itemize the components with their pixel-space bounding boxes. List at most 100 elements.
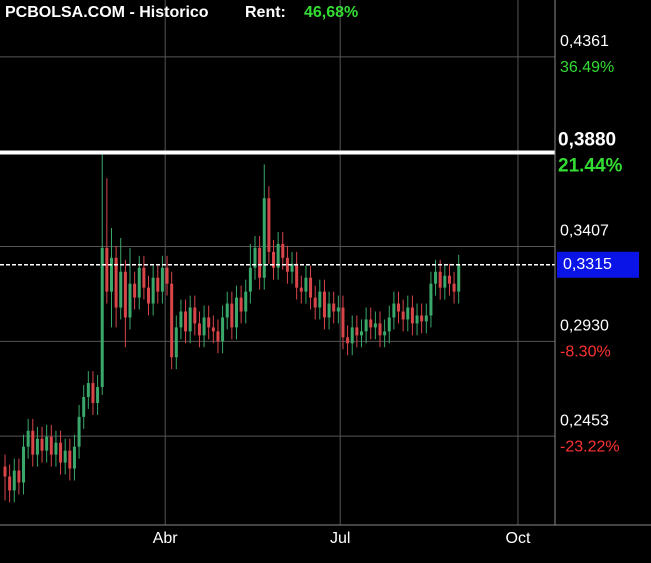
candle-body [40,438,44,451]
candle-body [401,311,405,320]
chart-title: PCBOLSA.COM - Historico [5,4,209,21]
candle-body [12,470,16,491]
candle-body [355,327,359,336]
candle-body [109,257,113,292]
candle-body [91,383,95,403]
candle-body [272,251,276,268]
candle-body [86,383,90,397]
candle-body [160,267,164,292]
candle-body [137,267,141,298]
overlay: Abr Jul Oct 0,4361 36.49% 0,3407 0,2930 -8.30% 0… [0,33,639,547]
candle-body [54,442,58,455]
candle-body [378,323,382,336]
candle-body [26,430,30,447]
y-tick-label: 0,4361 [560,33,609,50]
candle-body [119,271,123,308]
candle-body [8,476,12,491]
candle-body [151,277,155,304]
candle-body [304,277,308,292]
candle-body [332,303,336,312]
candle-body [410,307,414,324]
candle-body [309,277,313,298]
candle-body [211,327,215,332]
candle-body [447,275,451,284]
candle-body [350,327,354,344]
candle-body [322,291,326,318]
candle-body [336,307,340,312]
candle-body [96,387,100,403]
candle-body [373,323,377,328]
candle-body [147,287,151,304]
y-tick-label: 0,2453 [560,412,609,429]
candle-body [438,271,442,288]
x-tick-label: Jul [330,530,350,547]
candle-body [188,307,192,332]
candle-body [244,291,248,312]
candle-body [68,450,72,469]
candle-body [359,331,363,336]
last-price-label: 0,3315 [563,256,612,273]
candle-body [63,450,67,463]
y-tick-label: 0,3407 [560,223,609,240]
candle-body [170,283,174,358]
candle-body [202,317,206,336]
y-tick-change: -8.30% [560,344,611,361]
candle-body [290,263,294,272]
candle-body [49,436,53,455]
candles [3,154,461,503]
return-value: 46,68% [304,4,358,21]
candle-body [392,303,396,318]
candle-body [221,317,225,342]
candle-body [105,247,109,292]
candle-body [406,307,410,320]
candle-body [179,311,183,328]
candle-body [429,283,433,316]
candle-body [341,307,345,338]
candle-body [128,283,132,318]
candle-body [197,323,201,336]
x-tick-label: Oct [506,530,531,547]
candle-body [31,430,35,455]
candle-body [420,315,424,322]
candle-body [165,267,169,284]
candle-body [184,311,188,332]
candle-body [248,267,252,292]
candle-body [22,446,26,483]
candle-body [3,466,7,477]
return-label: Rent: [245,4,286,21]
candle-body [387,317,391,332]
reference-change: 21.44% [558,155,623,176]
candle-body [17,470,21,483]
candle-body [230,303,234,328]
candle-body [369,319,373,328]
candle-body [35,438,39,455]
candle-body [295,263,299,288]
candle-body [327,303,331,318]
reference-label: 0,3880 [558,129,616,150]
candle-body [276,243,280,268]
candle-body [457,264,461,292]
candle-body [45,436,49,451]
candle-body [267,198,271,252]
candle-body [424,315,428,322]
y-tick-change: -23.22% [560,438,620,455]
candle-body [397,303,401,312]
candle-body [123,271,127,318]
candle-body [193,307,197,324]
candle-body [114,257,118,308]
candle-body [415,315,419,324]
candle-body [452,283,456,292]
y-tick-label: 0,2930 [560,318,609,335]
candle-body [443,275,447,288]
candle-body [174,327,178,358]
candle-body [225,303,229,318]
y-tick-change: 36.49% [560,59,614,76]
candle-body [281,243,285,258]
candle-body [156,277,160,292]
candle-body [82,396,86,417]
candle-body [262,198,266,278]
candle-body [207,317,211,328]
